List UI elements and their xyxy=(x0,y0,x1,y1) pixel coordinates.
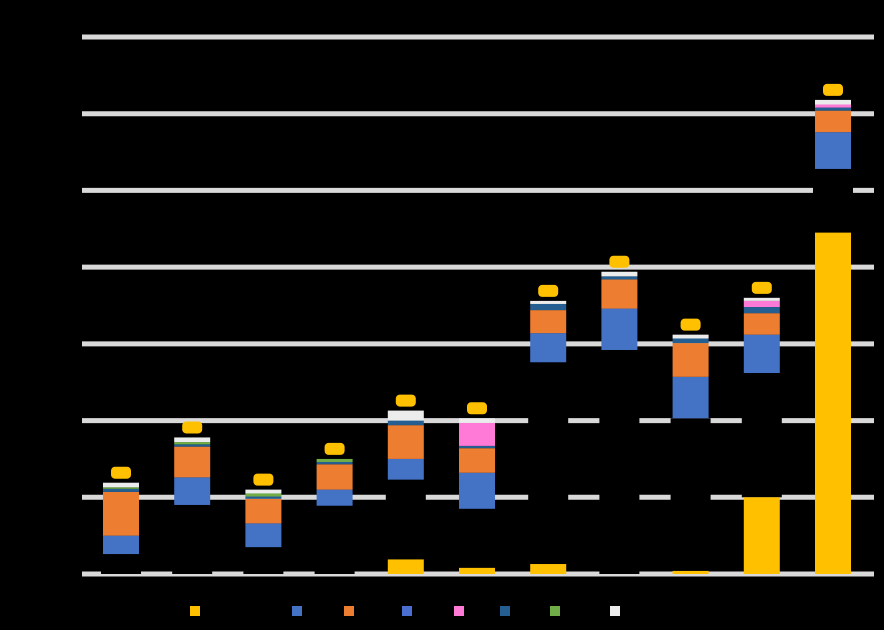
column-9-increment-marker xyxy=(751,281,772,294)
column-10-segment-s5 xyxy=(815,104,851,108)
column-6-segment-s2 xyxy=(530,333,567,363)
column-3-segment-s7 xyxy=(316,458,353,462)
column-2-segment-s2 xyxy=(245,523,282,548)
column-3-segment-s2 xyxy=(316,489,353,506)
column-3-segment-s6 xyxy=(316,461,353,465)
column-0-segment-s8 xyxy=(103,482,139,488)
column-0-segment-s3 xyxy=(103,491,139,536)
column-3-segment-s3 xyxy=(316,464,353,490)
legend-swatch-s5 xyxy=(454,606,464,616)
column-9-segment-s6 xyxy=(743,307,780,314)
column-9-total-bar xyxy=(743,497,780,574)
column-8-increment-marker xyxy=(680,318,701,331)
column-0-segment-s7 xyxy=(103,487,139,489)
legend-swatch-s8 xyxy=(610,606,620,616)
column-8-segment-s8 xyxy=(672,334,709,339)
column-7-gap xyxy=(599,349,640,574)
column-1-segment-s7 xyxy=(174,442,211,445)
column-0-segment-s2 xyxy=(103,535,139,555)
column-10-segment-s8 xyxy=(815,99,851,105)
column-3-gap xyxy=(314,505,355,574)
column-5-segment-s6 xyxy=(459,445,495,449)
column-4-increment-marker xyxy=(395,394,416,407)
column-10-segment-s2 xyxy=(815,132,851,169)
column-1-segment-s3 xyxy=(174,446,211,478)
column-10-increment-marker xyxy=(823,83,843,96)
column-5-segment-s3 xyxy=(459,448,495,473)
legend-swatch-s4 xyxy=(402,606,412,616)
column-2-segment-s3 xyxy=(245,498,282,524)
legend xyxy=(190,606,620,616)
bars-layer xyxy=(101,83,853,574)
column-2-segment-s8 xyxy=(245,489,282,494)
column-8-gap xyxy=(670,418,711,571)
column-5-segment-s8 xyxy=(459,418,495,423)
column-1-segment-s8 xyxy=(174,437,211,443)
column-0-gap xyxy=(101,554,141,574)
legend-swatch-s3 xyxy=(344,606,354,616)
column-4-gap xyxy=(385,479,426,560)
column-4-total-bar xyxy=(387,559,424,574)
column-9-segment-s2 xyxy=(743,334,780,374)
column-8-total-bar xyxy=(672,570,709,574)
column-0-increment-marker xyxy=(111,466,131,479)
column-5-segment-s2 xyxy=(459,472,495,509)
column-7-segment-s2 xyxy=(601,308,638,350)
column-2-segment-s7 xyxy=(245,493,282,497)
column-4-segment-s3 xyxy=(387,425,424,459)
column-10-segment-s3 xyxy=(815,110,851,133)
column-10-segment-s6 xyxy=(815,107,851,111)
column-6-segment-s3 xyxy=(530,310,567,334)
column-6-total-bar xyxy=(530,564,567,574)
column-1-increment-marker xyxy=(182,421,203,434)
column-6-segment-s8 xyxy=(530,300,567,304)
column-5-total-bar xyxy=(459,567,495,574)
column-9-segment-s8 xyxy=(743,297,780,301)
column-5-gap xyxy=(457,508,497,568)
column-7-segment-s3 xyxy=(601,279,638,309)
column-10-total-bar xyxy=(815,232,851,574)
column-8-segment-s2 xyxy=(672,376,709,419)
column-0-segment-s6 xyxy=(103,488,139,492)
column-6-gap xyxy=(528,362,569,565)
column-7-segment-s6 xyxy=(601,276,638,280)
legend-swatch-s1 xyxy=(190,606,200,616)
column-9-segment-s3 xyxy=(743,313,780,335)
column-9-gap xyxy=(741,373,782,498)
column-3-increment-marker xyxy=(324,442,345,455)
column-9-segment-s5 xyxy=(743,300,780,308)
column-7-segment-s8 xyxy=(601,271,638,277)
column-7-increment-marker xyxy=(609,255,630,268)
column-4-segment-s8 xyxy=(387,410,424,421)
column-4-segment-s2 xyxy=(387,458,424,480)
legend-swatch-s2 xyxy=(292,606,302,616)
column-2-gap xyxy=(243,547,284,574)
column-2-increment-marker xyxy=(253,473,274,486)
column-8-segment-s3 xyxy=(672,343,709,377)
legend-swatch-s6 xyxy=(500,606,510,616)
column-1-segment-s2 xyxy=(174,477,211,505)
column-5-increment-marker xyxy=(467,402,487,415)
column-1-segment-s6 xyxy=(174,444,211,447)
column-10-gap xyxy=(813,168,853,233)
legend-swatch-s7 xyxy=(550,606,560,616)
column-8-segment-s6 xyxy=(672,338,709,344)
column-6-increment-marker xyxy=(538,284,559,297)
column-4-segment-s6 xyxy=(387,420,424,426)
column-2-segment-s6 xyxy=(245,496,282,499)
column-5-segment-s5 xyxy=(459,422,495,446)
column-6-segment-s6 xyxy=(530,303,567,311)
column-1-gap xyxy=(172,504,213,574)
